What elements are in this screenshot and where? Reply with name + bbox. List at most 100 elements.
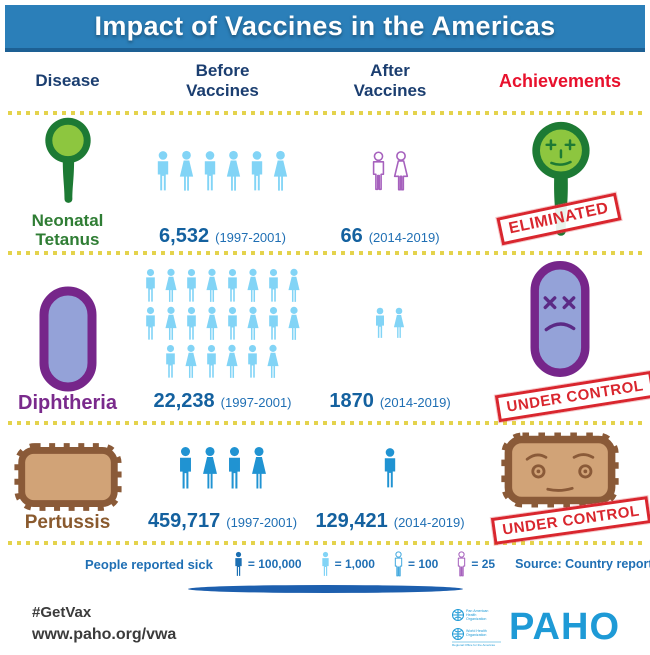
person-male-icon	[145, 306, 155, 340]
legend-source: Source: Country reports to PAHO	[515, 557, 650, 571]
diphtheria-bacterium-icon	[39, 286, 96, 392]
after-cell-pertussis: 129,421 (2014-2019)	[310, 426, 470, 540]
disease-label: Pertussis	[24, 512, 111, 534]
legend-item: = 25	[456, 551, 495, 577]
svg-text:World Health: World Health	[466, 629, 487, 633]
before-value: 459,717	[147, 510, 221, 532]
legend-item-label: = 25	[471, 557, 496, 571]
person-male-icon	[376, 307, 384, 338]
dashed-separator	[8, 251, 642, 255]
disease-cell-neonatal-tetanus: Neonatal Tetanus	[0, 116, 135, 255]
before-pictogram	[176, 426, 270, 510]
legend-items: = 100,000 = 1,000 = 100 = 25	[233, 551, 495, 577]
campaign-url: www.paho.org/vwa	[32, 626, 177, 643]
before-value: 22,238	[153, 390, 215, 412]
disease-label: Neonatal Tetanus	[31, 211, 104, 249]
column-header-achievements: Achievements	[498, 70, 622, 91]
dashed-separator	[8, 111, 642, 115]
legend-label: People reported sick	[85, 556, 213, 572]
after-pictogram	[370, 116, 411, 225]
pictogram-row	[163, 344, 282, 379]
person-male-icon	[235, 551, 242, 576]
person-female-icon	[205, 268, 218, 302]
footer-left: #GetVax www.paho.org/vwa	[32, 604, 176, 644]
row-diphtheria: Diphtheria	[0, 256, 650, 423]
before-pictogram	[143, 256, 303, 390]
divider-swoosh-wrap	[0, 582, 650, 596]
svg-text:Organization: Organization	[466, 617, 486, 621]
before-cell-pertussis: 459,717 (1997-2001)	[135, 426, 310, 540]
pictogram-row	[143, 306, 303, 341]
after-pictogram	[381, 426, 399, 510]
legend-item-label: = 1,000	[334, 557, 375, 571]
after-value: 129,421	[315, 510, 388, 532]
diphtheria-defeated-face-icon	[530, 261, 590, 377]
person-female-icon	[287, 306, 300, 340]
pictogram-row	[154, 150, 291, 192]
before-period: (1997-2001)	[226, 515, 298, 530]
after-cell-diphtheria: 1870 (2014-2019)	[310, 256, 470, 420]
after-cell-neonatal-tetanus: 66 (2014-2019)	[310, 116, 470, 255]
page-title: Impact of Vaccines in the Americas	[94, 11, 556, 41]
legend-item: = 100,000	[233, 551, 302, 577]
column-header-before: Before Vaccines	[186, 61, 259, 100]
person-male-icon	[145, 268, 155, 302]
person-female-icon	[164, 306, 177, 340]
legend: People reported sick = 100,000 = 1,000 =…	[0, 546, 650, 582]
column-headers: Disease Before Vaccines After Vaccines A…	[0, 52, 650, 110]
person-male-icon	[321, 551, 329, 576]
person-female-icon	[267, 344, 279, 378]
tetanus-defeated-face-icon	[532, 121, 590, 236]
before-cell-diphtheria: 22,238 (1997-2001)	[135, 256, 310, 420]
pictogram-row	[381, 447, 399, 489]
legend-item-label: = 100	[407, 557, 439, 571]
disease-cell-diphtheria: Diphtheria	[0, 256, 135, 420]
person-female-icon	[179, 150, 194, 191]
before-cell-neonatal-tetanus: 6,532 (1997-2001)	[135, 116, 310, 255]
paho-who-emblems-icon: Pan American Health Organization World H…	[452, 609, 502, 647]
achievement-cell-neonatal-tetanus: ELIMINATED	[470, 116, 650, 255]
person-male-icon	[268, 306, 278, 340]
achievement-cell-pertussis: UNDER CONTROL	[470, 426, 650, 545]
person-female-icon	[226, 150, 241, 191]
infographic: Impact of Vaccines in the Americas Disea…	[0, 5, 650, 655]
person-female-icon	[226, 344, 238, 378]
before-value: 6,532	[159, 225, 210, 248]
pertussis-defeated-face-icon	[501, 432, 619, 508]
pictogram-row	[143, 268, 303, 303]
person-male-icon	[186, 306, 196, 340]
person-male-icon	[394, 551, 403, 577]
person-female-icon	[246, 268, 259, 302]
person-male-icon	[248, 344, 257, 378]
person-female-icon	[164, 268, 177, 302]
person-female-icon	[273, 150, 288, 191]
legend-item: = 100	[393, 551, 438, 577]
hashtag: #GetVax	[32, 604, 92, 621]
person-female-icon	[246, 306, 259, 340]
after-period: (2014-2019)	[368, 230, 440, 246]
after-period: (2014-2019)	[379, 395, 451, 410]
disease-cell-pertussis: Pertussis	[0, 426, 135, 540]
before-stat: 6,532 (1997-2001)	[159, 225, 286, 249]
before-stat: 459,717 (1997-2001)	[148, 510, 297, 534]
person-male-icon	[384, 448, 396, 488]
paho-logo: Pan American Health Organization World H…	[451, 606, 620, 648]
legend-item-label: = 100,000	[247, 557, 302, 571]
legend-item: = 1,000	[320, 551, 375, 577]
person-male-icon	[157, 150, 169, 191]
paho-wordmark: PAHO	[509, 606, 620, 648]
person-male-icon	[207, 344, 216, 378]
before-period: (1997-2001)	[220, 395, 292, 410]
row-neonatal-tetanus: Neonatal Tetanus 6,532 (1997-2001)	[0, 116, 650, 250]
svg-text:Regional Office for the Americ: Regional Office for the Americas	[452, 643, 495, 647]
person-female-icon	[205, 306, 218, 340]
person-male-icon	[458, 551, 466, 577]
person-male-icon	[227, 268, 237, 302]
person-male-icon	[179, 447, 191, 489]
person-female-icon	[393, 150, 408, 191]
dashed-separator	[8, 541, 642, 545]
after-stat: 1870 (2014-2019)	[329, 390, 450, 414]
footer: #GetVax www.paho.org/vwa Pan American He…	[0, 596, 650, 648]
after-value: 66	[340, 225, 363, 248]
pictogram-row	[373, 307, 407, 339]
